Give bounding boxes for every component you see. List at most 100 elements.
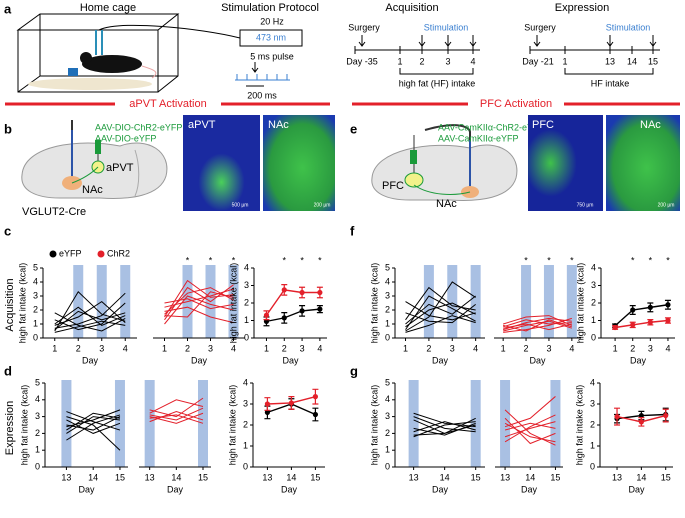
subject-line [503,315,573,326]
subject-line [149,411,204,423]
y-tick-label: 4 [35,394,40,404]
timeline-day: 14 [627,56,637,66]
timeline-day: 1 [397,56,402,66]
micrograph [606,115,680,211]
y-tick-label: 1 [590,440,595,450]
timeline-day: 4 [470,56,475,66]
y-tick-label: 2 [35,428,40,438]
stimulation-bar [566,265,577,338]
y-axis-label: high fat intake (kcal) [227,385,237,466]
panel-letter: a [4,1,12,16]
significance: * [232,255,236,265]
y-tick-label: 1 [591,315,596,325]
mean-point [638,412,644,419]
subject-line [413,416,476,433]
y-tick-label: 0 [243,461,248,471]
subject-line [413,417,476,434]
mean-line [266,308,320,323]
x-tick-label: 15 [661,472,671,482]
subject-line [66,416,121,451]
scale-bar: 750 µm [577,202,594,208]
x-axis-label: Day [78,484,95,494]
subject-line [54,310,126,330]
x-tick-label: 2 [630,343,635,353]
x-tick-label: 1 [162,343,167,353]
timeline-day: 1 [562,56,567,66]
significance: * [570,255,574,265]
section-title: PFC Activation [480,98,552,110]
scale-bar: 200 µm [314,202,331,208]
x-tick-label: 4 [231,343,236,353]
significance: * [186,255,190,265]
scale-bar: 200 µm [658,202,675,208]
mean-point [638,419,644,425]
mean-point [312,411,318,418]
mean-point [288,400,294,406]
subject-line [405,302,476,328]
x-tick-label: 1 [403,343,408,353]
y-tick-label: 0 [35,461,40,471]
y-tick-label: 5 [35,377,40,387]
y-tick-label: 2 [243,419,248,429]
x-axis-label: Day [432,355,449,365]
x-axis-label: Day [281,484,298,494]
subject-line [164,284,234,321]
x-tick-label: 4 [473,343,478,353]
x-axis-label: Day [82,355,99,365]
y-axis-label: high fat intake (kcal) [575,263,585,344]
x-tick-label: 4 [665,343,670,353]
micrograph [183,115,260,211]
mean-point [317,306,323,312]
y-tick-label: 3 [35,411,40,421]
x-tick-label: 15 [471,472,481,482]
y-tick-label: 3 [244,280,249,290]
mean-point [665,317,671,324]
subject-line [503,317,572,331]
y-tick-label: 3 [385,290,390,300]
subject-line [504,421,556,438]
stimulation-bar [550,380,561,467]
row-label: Acquisition [4,278,16,331]
micrograph [263,115,335,211]
x-tick-label: 3 [300,343,305,353]
subject-line [54,306,126,326]
timeline-title: Acquisition [385,2,438,14]
timeline-surgery: Surgery [348,22,380,32]
subject-line [504,414,556,443]
y-tick-label: 1 [33,318,38,328]
stimulation-bar [521,265,532,338]
significance: * [300,255,304,265]
x-tick-label: 2 [524,343,529,353]
subject-line [405,304,476,324]
subject-line [504,422,556,431]
timeline-stimulation: Stimulation [424,22,469,32]
mean-point [264,401,270,407]
subject-line [54,312,126,332]
mean-point [312,394,318,400]
subject-line [405,295,476,325]
mean-line [614,319,669,329]
mean-point [630,307,636,313]
x-axis-label: Day [282,355,299,365]
y-tick-label: 0 [33,332,38,342]
y-tick-label: 5 [385,377,390,387]
x-axis-label: Day [521,484,538,494]
stimulation-bar [470,265,481,338]
panel-letter: f [350,223,355,238]
subject-line [54,300,126,326]
significance: * [666,255,670,265]
timeline-day: 2 [419,56,424,66]
pulse-arrow [251,62,259,73]
subject-line [54,302,126,331]
subject-line [149,414,204,424]
mean-point [614,414,620,420]
protocol-frequency: 20 Hz [260,16,284,26]
x-axis-label: Day [432,484,449,494]
mean-point [630,322,636,328]
y-tick-label: 1 [243,440,248,450]
timeline-day: 3 [445,56,450,66]
y-tick-label: 1 [35,445,40,455]
y-tick-label: 1 [385,445,390,455]
x-tick-label: 4 [123,343,128,353]
